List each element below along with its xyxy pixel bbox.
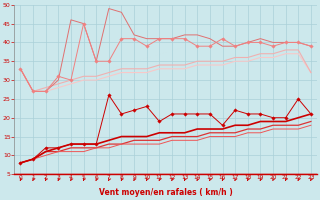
- X-axis label: Vent moyen/en rafales ( km/h ): Vent moyen/en rafales ( km/h ): [99, 188, 233, 197]
